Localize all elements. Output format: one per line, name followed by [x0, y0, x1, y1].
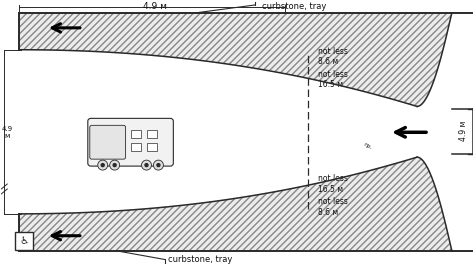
- Bar: [147, 130, 157, 138]
- Text: ♿: ♿: [19, 236, 29, 246]
- Circle shape: [154, 160, 164, 170]
- Polygon shape: [19, 13, 452, 107]
- Text: not less
16.5 м: not less 16.5 м: [318, 174, 347, 194]
- Text: гр.: гр.: [362, 142, 373, 151]
- Text: 4.9 м: 4.9 м: [459, 121, 468, 142]
- FancyBboxPatch shape: [88, 118, 173, 166]
- Text: curbstone, tray: curbstone, tray: [168, 255, 233, 264]
- Text: 4.9
м: 4.9 м: [2, 126, 13, 139]
- Circle shape: [113, 164, 116, 167]
- Bar: [15, 232, 33, 250]
- Circle shape: [98, 160, 108, 170]
- Text: not less
8.6 м: not less 8.6 м: [318, 47, 347, 67]
- Bar: [147, 143, 157, 151]
- Circle shape: [157, 164, 160, 167]
- Bar: [130, 143, 140, 151]
- Circle shape: [145, 164, 148, 167]
- Text: 4.9 м: 4.9 м: [144, 2, 167, 11]
- Polygon shape: [19, 157, 452, 251]
- Circle shape: [142, 160, 152, 170]
- Text: curbstone, tray: curbstone, tray: [262, 2, 326, 11]
- Circle shape: [101, 164, 104, 167]
- Bar: [130, 130, 140, 138]
- Text: not less
16.5 м: not less 16.5 м: [318, 70, 347, 89]
- FancyBboxPatch shape: [90, 125, 126, 159]
- Text: not less
8.6 м: not less 8.6 м: [318, 197, 347, 217]
- Circle shape: [109, 160, 119, 170]
